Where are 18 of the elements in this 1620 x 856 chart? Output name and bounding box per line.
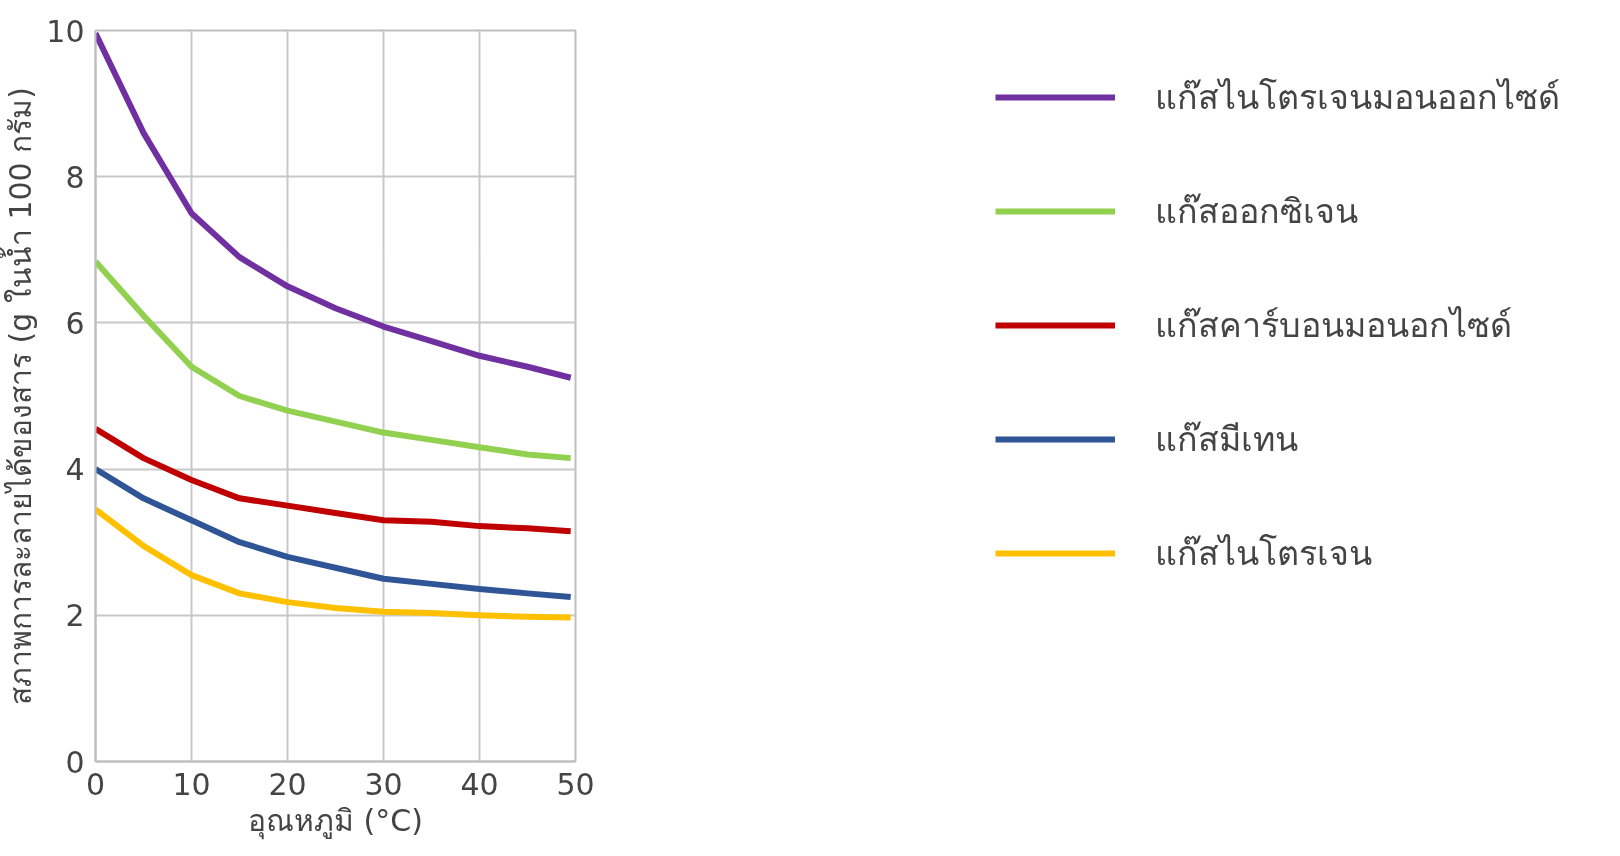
y-tick-label: 2 [65, 598, 85, 634]
y-tick-label: 8 [65, 159, 85, 195]
y-tick-label: 0 [65, 744, 85, 780]
y-tick-label: 6 [65, 305, 85, 341]
x-axis-title: อุณหภูมิ (°C) [248, 802, 423, 840]
x-tick-label: 50 [556, 766, 595, 802]
y-axis-title: สภาพการละลายได้ของสาร (g ในน้ำ 100 กรัม) [0, 87, 39, 705]
x-tick-label: 40 [460, 766, 499, 802]
x-tick-label: 10 [172, 766, 211, 802]
y-tick-label: 4 [65, 452, 85, 488]
legend-label: แก๊สออกซิเจน [1155, 190, 1358, 233]
x-tick-label: 30 [364, 766, 403, 802]
legend-label: แก๊สคาร์บอนมอนอกไซด์ [1155, 304, 1512, 347]
legend-label: แก๊สมีเทน [1155, 418, 1298, 461]
x-tick-label: 20 [268, 766, 307, 802]
legend-label: แก๊สไนโตรเจน [1155, 532, 1372, 575]
y-tick-label: 10 [46, 13, 85, 49]
legend-label: แก๊สไนโตรเจนมอนออกไซด์ [1155, 76, 1560, 119]
